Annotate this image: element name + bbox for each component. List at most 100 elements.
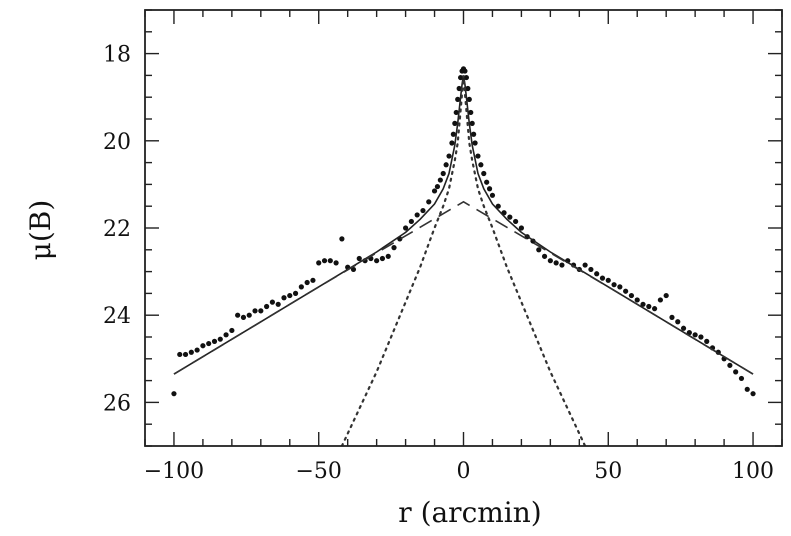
data-point xyxy=(327,258,333,264)
data-point xyxy=(513,218,519,225)
x-tick-label: 100 xyxy=(732,459,774,484)
fit-line-exponential-disk xyxy=(173,200,754,375)
data-point xyxy=(374,258,380,264)
data-point xyxy=(472,140,478,146)
y-tick-label: 22 xyxy=(103,217,131,242)
data-point xyxy=(663,292,669,299)
data-point xyxy=(553,260,559,266)
data-point xyxy=(588,266,594,273)
data-point xyxy=(443,162,449,168)
data-point xyxy=(594,271,600,277)
y-tick-label: 20 xyxy=(103,130,131,155)
data-point xyxy=(426,199,432,205)
data-point xyxy=(733,369,739,375)
data-point xyxy=(304,279,310,286)
data-point xyxy=(680,325,687,331)
data-point xyxy=(391,245,397,251)
data-point xyxy=(617,284,623,290)
data-point xyxy=(599,275,606,281)
data-point xyxy=(698,334,704,340)
data-point xyxy=(475,153,481,159)
y-tick-label: 18 xyxy=(103,43,131,68)
data-point xyxy=(582,262,588,268)
data-point xyxy=(182,351,189,358)
data-point xyxy=(292,290,299,296)
x-tick-label: 50 xyxy=(594,459,622,484)
data-point xyxy=(440,170,446,177)
data-point xyxy=(634,297,640,303)
data-point xyxy=(466,96,472,102)
data-point xyxy=(481,170,487,177)
data-point xyxy=(446,153,452,159)
data-point xyxy=(455,96,461,102)
data-point xyxy=(462,68,468,74)
data-point xyxy=(431,188,438,194)
data-point xyxy=(246,312,252,318)
data-point xyxy=(223,332,229,338)
data-point xyxy=(240,314,247,320)
data-point xyxy=(264,303,270,310)
y-axis-label: μ(B) xyxy=(24,200,57,261)
data-point xyxy=(465,85,471,92)
data-point xyxy=(646,303,652,310)
fit-line-total xyxy=(173,75,754,375)
data-point xyxy=(408,218,414,225)
data-point xyxy=(489,192,496,198)
data-point xyxy=(675,319,681,325)
data-point xyxy=(206,340,212,347)
data-point xyxy=(252,308,258,314)
data-point xyxy=(541,253,548,259)
x-tick-label: 0 xyxy=(457,459,471,484)
data-point xyxy=(458,74,464,81)
data-point xyxy=(275,301,281,307)
data-point xyxy=(281,295,287,301)
data-point xyxy=(287,292,293,299)
data-point xyxy=(704,338,710,344)
x-tick-label: −50 xyxy=(296,459,342,484)
data-point xyxy=(269,299,275,305)
data-point xyxy=(434,183,441,190)
y-tick-label: 24 xyxy=(103,304,131,329)
data-point xyxy=(507,214,513,220)
data-point xyxy=(194,347,200,353)
data-point xyxy=(657,297,663,303)
data-point xyxy=(468,109,474,116)
data-point xyxy=(669,314,675,320)
data-point xyxy=(316,260,322,266)
data-point xyxy=(623,288,629,294)
data-point xyxy=(738,375,745,382)
data-point xyxy=(217,336,223,342)
data-point xyxy=(727,362,733,368)
data-point xyxy=(339,236,345,242)
data-point xyxy=(471,131,477,137)
data-point xyxy=(495,203,501,209)
data-point xyxy=(692,332,698,338)
data-point xyxy=(453,109,459,116)
x-axis-label: r (arcmin) xyxy=(398,496,541,529)
data-point xyxy=(450,131,456,137)
data-point xyxy=(333,260,339,266)
data-point xyxy=(402,225,409,231)
data-point xyxy=(463,74,469,81)
data-point xyxy=(605,277,611,283)
data-point xyxy=(456,85,462,92)
data-point xyxy=(310,277,316,283)
data-point xyxy=(469,120,475,126)
data-point xyxy=(518,225,525,231)
data-point xyxy=(414,212,420,218)
data-point xyxy=(452,120,458,126)
data-point xyxy=(298,284,304,290)
data-point xyxy=(652,306,658,312)
data-point xyxy=(449,140,455,146)
data-point xyxy=(559,262,565,268)
data-point xyxy=(235,312,241,318)
data-point xyxy=(536,247,542,253)
data-point xyxy=(177,351,183,358)
data-point xyxy=(420,207,426,214)
data-point xyxy=(686,330,692,336)
data-point xyxy=(385,253,391,259)
data-point xyxy=(486,186,493,192)
chart-axes: −100 −50 0 50 100 18 20 22 24 26 xyxy=(103,9,783,484)
